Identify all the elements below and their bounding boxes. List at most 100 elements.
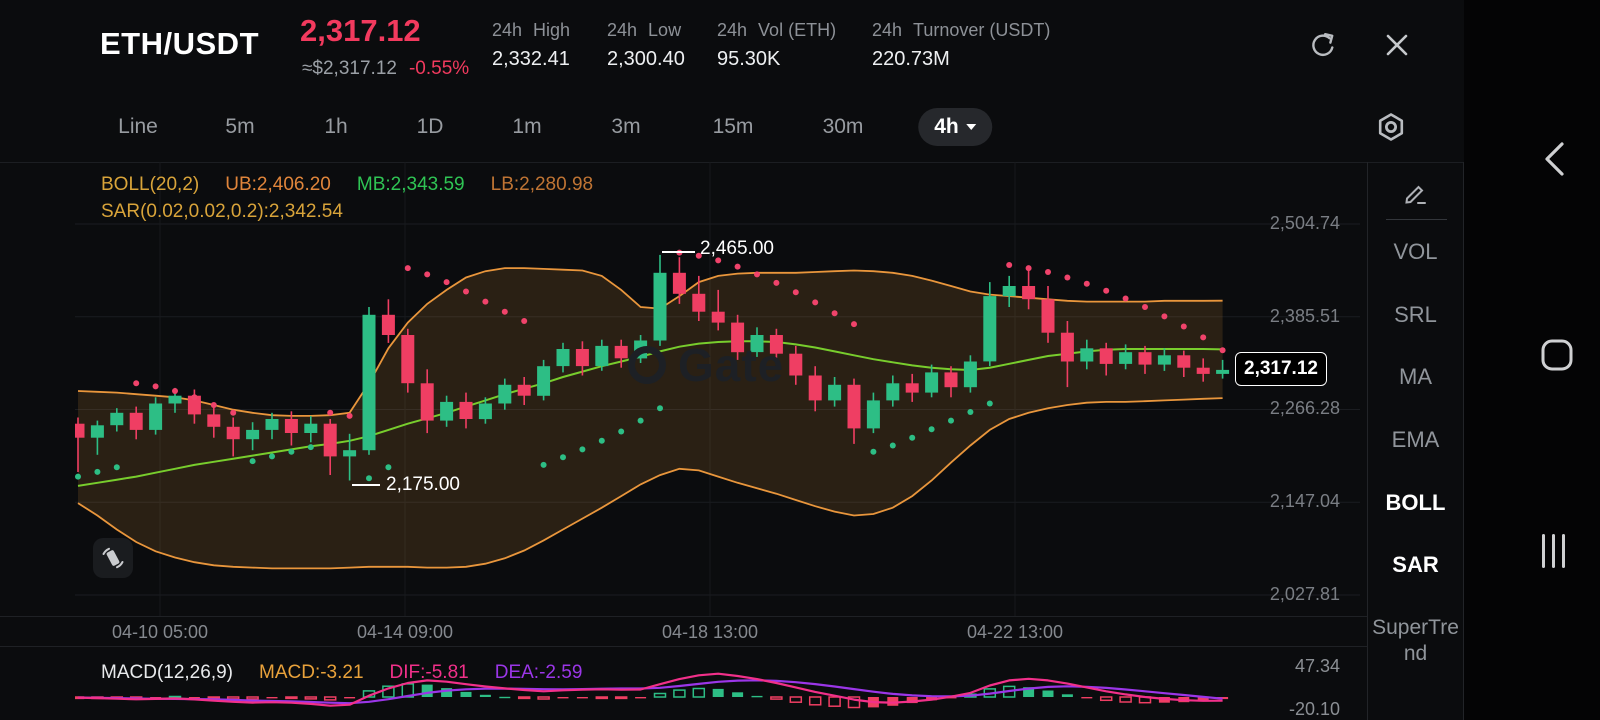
price-chart[interactable] <box>75 162 1360 616</box>
chart-settings-button[interactable] <box>1375 111 1407 148</box>
tab-1d[interactable]: 1D <box>416 115 444 138</box>
x-axis-label: 04-10 05:00 <box>111 622 209 642</box>
selected-timeframe-label: 4h <box>934 115 959 138</box>
stat-label: Low <box>648 20 682 40</box>
macd-value: MACD:-3.21 <box>259 662 364 683</box>
refresh-button[interactable] <box>1308 30 1338 65</box>
tab-line[interactable]: Line <box>118 115 158 138</box>
sidebar-item-sar[interactable]: SAR <box>1392 552 1439 577</box>
sidebar-item-ma[interactable]: MA <box>1399 364 1432 389</box>
sar-dots-layer <box>75 249 1226 482</box>
sar-legend: SAR(0.02,0.02,0.2):2,342.54 <box>101 201 369 223</box>
sar-value: SAR(0.02,0.02,0.2):2,342.54 <box>101 201 343 222</box>
macd-top-divider <box>0 646 1367 647</box>
stat-24h-turnover: 24h Turnover (USDT) 220.73M <box>872 20 1050 71</box>
nav-home-button[interactable] <box>1540 338 1574 377</box>
pair-title: ETH/USDT <box>100 26 259 61</box>
stat-24h-high: 24h High 2,332.41 <box>492 20 570 71</box>
dea-value: DEA:-2.59 <box>494 662 583 683</box>
tab-4h-selected[interactable]: 4h <box>918 108 992 146</box>
stat-value: 95.30K <box>717 48 781 70</box>
macd-legend: MACD(12,26,9) MACD:-3.21 DIF:-5.81 DEA:-2.5… <box>101 662 608 684</box>
close-button[interactable] <box>1383 31 1411 64</box>
low-tag-line <box>352 484 380 486</box>
high-price-tag: 2,465.00 <box>700 238 774 259</box>
boll-mb-value: MB:2,343.59 <box>356 174 465 195</box>
gear-icon <box>1378 113 1404 141</box>
tab-3m[interactable]: 3m <box>611 115 641 138</box>
watermark-text: Gate <box>678 339 785 391</box>
boll-band-fill <box>78 268 1223 569</box>
y-axis-label: 2,027.81 <box>1269 584 1340 604</box>
tab-5m[interactable]: 5m <box>225 115 255 138</box>
x-axis-label: 04-14 09:00 <box>356 622 454 642</box>
watermark: Gate <box>628 338 784 392</box>
y-axis-label: 2,266.28 <box>1269 398 1340 418</box>
dif-line <box>77 672 1223 707</box>
stat-prefix: 24h <box>872 20 903 40</box>
sidebar-item-vol[interactable]: VOL <box>1393 239 1438 264</box>
x-axis-label: 04-22 13:00 <box>966 622 1064 642</box>
rotate-screen-button[interactable] <box>93 538 133 578</box>
fiat-price: ≈$2,317.12 <box>302 58 397 79</box>
sidebar-item-ema[interactable]: EMA <box>1391 427 1440 452</box>
gate-logo-icon <box>628 346 666 384</box>
current-price-box: 2,317.12 <box>1235 352 1327 386</box>
stat-value: 220.73M <box>872 48 950 70</box>
high-tag-line <box>662 251 695 253</box>
boll-legend: BOLL(20,2) UB:2,406.20 MB:2,343.59 LB:2,280… <box>101 174 619 196</box>
stat-prefix: 24h <box>492 20 523 40</box>
chevron-left-icon <box>1545 142 1564 176</box>
nav-back-button[interactable] <box>1540 140 1568 183</box>
stat-value: 2,300.40 <box>607 48 685 70</box>
sidebar-item-srl[interactable]: SRL <box>1394 302 1437 327</box>
candles-layer <box>75 254 1230 481</box>
boll-lb-value: LB:2,280.98 <box>490 174 594 195</box>
close-icon <box>1386 34 1408 56</box>
sidebar-item-boll[interactable]: BOLL <box>1385 490 1446 515</box>
y-axis-label: 2,504.74 <box>1269 213 1340 233</box>
boll-title: BOLL(20,2) <box>101 174 200 195</box>
header-chart-divider <box>0 162 1463 163</box>
three-bars-icon <box>1542 534 1565 568</box>
fiat-price-row: ≈$2,317.12 -0.55% <box>302 58 469 80</box>
xaxis-top-divider <box>0 616 1367 617</box>
stat-value: 2,332.41 <box>492 48 570 70</box>
phone-rotate-icon <box>102 547 124 569</box>
indicator-sidebar: VOL SRL MA EMA BOLL SAR SuperTrend <box>1367 162 1464 720</box>
android-nav-bar <box>1464 0 1600 720</box>
macd-axis-max: 47.34 <box>1294 656 1340 676</box>
tab-15m[interactable]: 15m <box>712 115 754 138</box>
stat-label: Vol (ETH) <box>758 20 837 40</box>
tab-1m[interactable]: 1m <box>512 115 542 138</box>
grid-layer <box>75 162 1360 616</box>
y-axis-label: 2,147.04 <box>1269 491 1340 511</box>
stat-label: Turnover (USDT) <box>913 20 1051 40</box>
pencil-icon <box>1404 185 1426 204</box>
stat-label: High <box>533 20 571 40</box>
rounded-square-icon <box>1541 339 1573 371</box>
nav-recents-button[interactable] <box>1540 532 1568 575</box>
stat-prefix: 24h <box>717 20 748 40</box>
draw-tools-button[interactable] <box>1368 178 1463 208</box>
dea-line <box>77 679 1223 705</box>
boll-lower-line <box>77 397 1223 570</box>
sidebar-item-supertrend[interactable]: SuperTrend <box>1372 616 1459 666</box>
change-percent: -0.55% <box>408 58 470 79</box>
y-axis-label: 2,385.51 <box>1269 306 1340 326</box>
tab-30m[interactable]: 30m <box>822 115 864 138</box>
macd-axis-min: -20.10 <box>1288 699 1340 719</box>
macd-chart[interactable] <box>75 646 1360 720</box>
sidebar-divider <box>1386 219 1447 220</box>
stat-prefix: 24h <box>607 20 638 40</box>
stat-24h-low: 24h Low 2,300.40 <box>607 20 685 71</box>
boll-ub-value: UB:2,406.20 <box>225 174 331 195</box>
dif-value: DIF:-5.81 <box>389 662 469 683</box>
macd-title: MACD(12,26,9) <box>101 662 233 683</box>
refresh-icon <box>1312 33 1334 57</box>
last-price: 2,317.12 <box>300 13 421 48</box>
tab-1h[interactable]: 1h <box>324 115 348 138</box>
stat-24h-vol: 24h Vol (ETH) 95.30K <box>717 20 836 71</box>
low-price-tag: 2,175.00 <box>386 474 460 495</box>
